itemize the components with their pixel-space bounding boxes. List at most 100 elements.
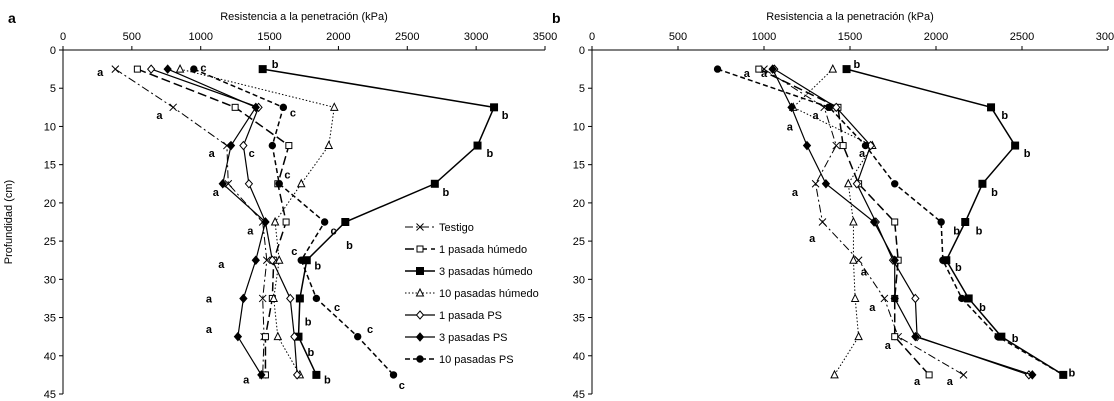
- data-point: [768, 64, 777, 74]
- data-point: [849, 255, 858, 264]
- data-point-s: [842, 65, 851, 74]
- legend: Testigo 1 pasada húmedo 3 pasadas húmedo 10…: [405, 222, 539, 366]
- data-point: [891, 180, 899, 188]
- significance-letter: b: [308, 347, 315, 359]
- series-4: [146, 64, 302, 380]
- data-point-s: [854, 331, 863, 341]
- y-tick-label: 10: [44, 121, 56, 133]
- data-point: [312, 294, 321, 303]
- y-tick-label: 40: [44, 351, 56, 363]
- data-point-s: [163, 64, 172, 74]
- significance-letter: a: [861, 267, 868, 279]
- data-point: [854, 331, 863, 341]
- data-point-s: [251, 255, 260, 265]
- data-point-s: [312, 294, 321, 303]
- data-point: [274, 255, 284, 264]
- data-point-s: [290, 331, 299, 342]
- significance-letter: a: [213, 187, 220, 199]
- y-tick-label: 0: [579, 45, 585, 57]
- data-point: [987, 103, 996, 112]
- significance-letter: b: [346, 240, 353, 252]
- data-point: [802, 140, 812, 151]
- data-point-s: [890, 255, 899, 265]
- x-tick-label: 2000: [326, 31, 350, 43]
- x-tick-label: 3000: [464, 31, 488, 43]
- significance-letter: b: [324, 374, 331, 386]
- legend-marker-s: [416, 355, 424, 363]
- data-point-s: [133, 65, 141, 73]
- data-point-s: [239, 140, 248, 151]
- data-point: [911, 331, 920, 342]
- legend-label: Testigo: [439, 222, 474, 234]
- series-line: [167, 68, 267, 376]
- data-point: [268, 141, 277, 150]
- data-point-s: [389, 371, 398, 379]
- data-point: [320, 218, 329, 226]
- data-point: [713, 65, 722, 73]
- data-point: [354, 332, 362, 341]
- data-point-s: [891, 333, 899, 341]
- data-point-s: [825, 103, 834, 112]
- significance-letter: a: [218, 259, 225, 271]
- data-point: [270, 216, 280, 226]
- legend-item: 1 pasada húmedo: [405, 244, 527, 256]
- significance-letter: a: [809, 233, 816, 245]
- data-point: [312, 370, 321, 379]
- series-line: [115, 68, 268, 375]
- data-point-s: [341, 218, 350, 226]
- significance-letter: b: [314, 261, 321, 273]
- data-point-s: [490, 103, 499, 112]
- y-tick-label: 0: [50, 45, 56, 57]
- data-point: [239, 140, 248, 151]
- data-point: [891, 333, 899, 341]
- data-point: [852, 179, 862, 189]
- data-point: [269, 293, 279, 302]
- legend-marker: [416, 355, 424, 363]
- data-point-s: [828, 63, 838, 73]
- data-point-s: [987, 103, 996, 112]
- significance-letter: c: [291, 246, 297, 258]
- data-point-s: [275, 180, 283, 188]
- data-point: [961, 218, 970, 226]
- x-tick-label: 1500: [838, 31, 862, 43]
- series-5: [163, 64, 270, 380]
- legend-marker: [416, 245, 424, 253]
- x-tick-label: 500: [669, 31, 687, 43]
- panel-label: b: [552, 10, 561, 26]
- significance-letter: b: [976, 225, 983, 237]
- data-point: [839, 142, 847, 150]
- legend-label: 3 pasadas húmedo: [439, 266, 533, 278]
- data-point: [261, 333, 269, 341]
- data-point: [811, 179, 820, 188]
- data-point-s: [233, 331, 243, 342]
- y-tick-label: 20: [44, 198, 56, 210]
- y-tick-label: 30: [44, 274, 56, 286]
- data-point-s: [891, 180, 899, 188]
- series-6: [190, 65, 398, 379]
- data-point: [273, 331, 283, 341]
- significance-letter: c: [399, 380, 405, 392]
- data-point-s: [961, 218, 970, 226]
- data-point-s: [244, 179, 254, 189]
- data-point-b: [880, 294, 889, 303]
- data-point-b: [811, 179, 820, 188]
- y-tick-label: 25: [44, 236, 56, 248]
- significance-letter: b: [854, 59, 861, 71]
- data-point-b: [169, 103, 178, 112]
- significance-letter: c: [249, 148, 255, 160]
- data-point: [1011, 141, 1020, 150]
- data-point: [891, 218, 899, 226]
- data-point: [324, 140, 334, 150]
- legend-item: 10 pasadas PS: [405, 354, 514, 366]
- data-point: [787, 102, 796, 113]
- data-point-s: [190, 65, 198, 73]
- data-point-s: [279, 103, 288, 112]
- data-point: [964, 294, 973, 303]
- data-point: [297, 256, 305, 264]
- significance-letter: a: [247, 225, 254, 237]
- data-point-s: [802, 140, 812, 151]
- legend-marker: [415, 332, 425, 342]
- data-point-s: [849, 255, 858, 264]
- y-tick-label: 45: [44, 389, 56, 401]
